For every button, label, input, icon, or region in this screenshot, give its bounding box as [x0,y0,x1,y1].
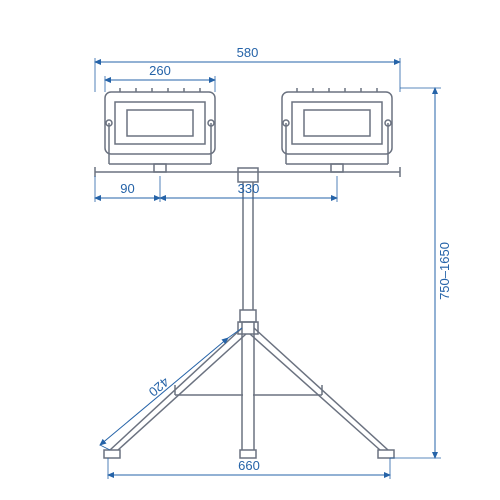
technical-drawing: 58026090330660750–1650420 [0,0,500,500]
dim-height-range: 750–1650 [437,242,452,300]
dim-base-width: 660 [238,458,260,473]
dim-top-span: 580 [237,45,259,60]
dim-bracket-span: 330 [238,181,260,196]
dim-bracket-offset: 90 [120,181,134,196]
dim-lamp-width: 260 [149,63,171,78]
tripod-object [95,88,400,458]
